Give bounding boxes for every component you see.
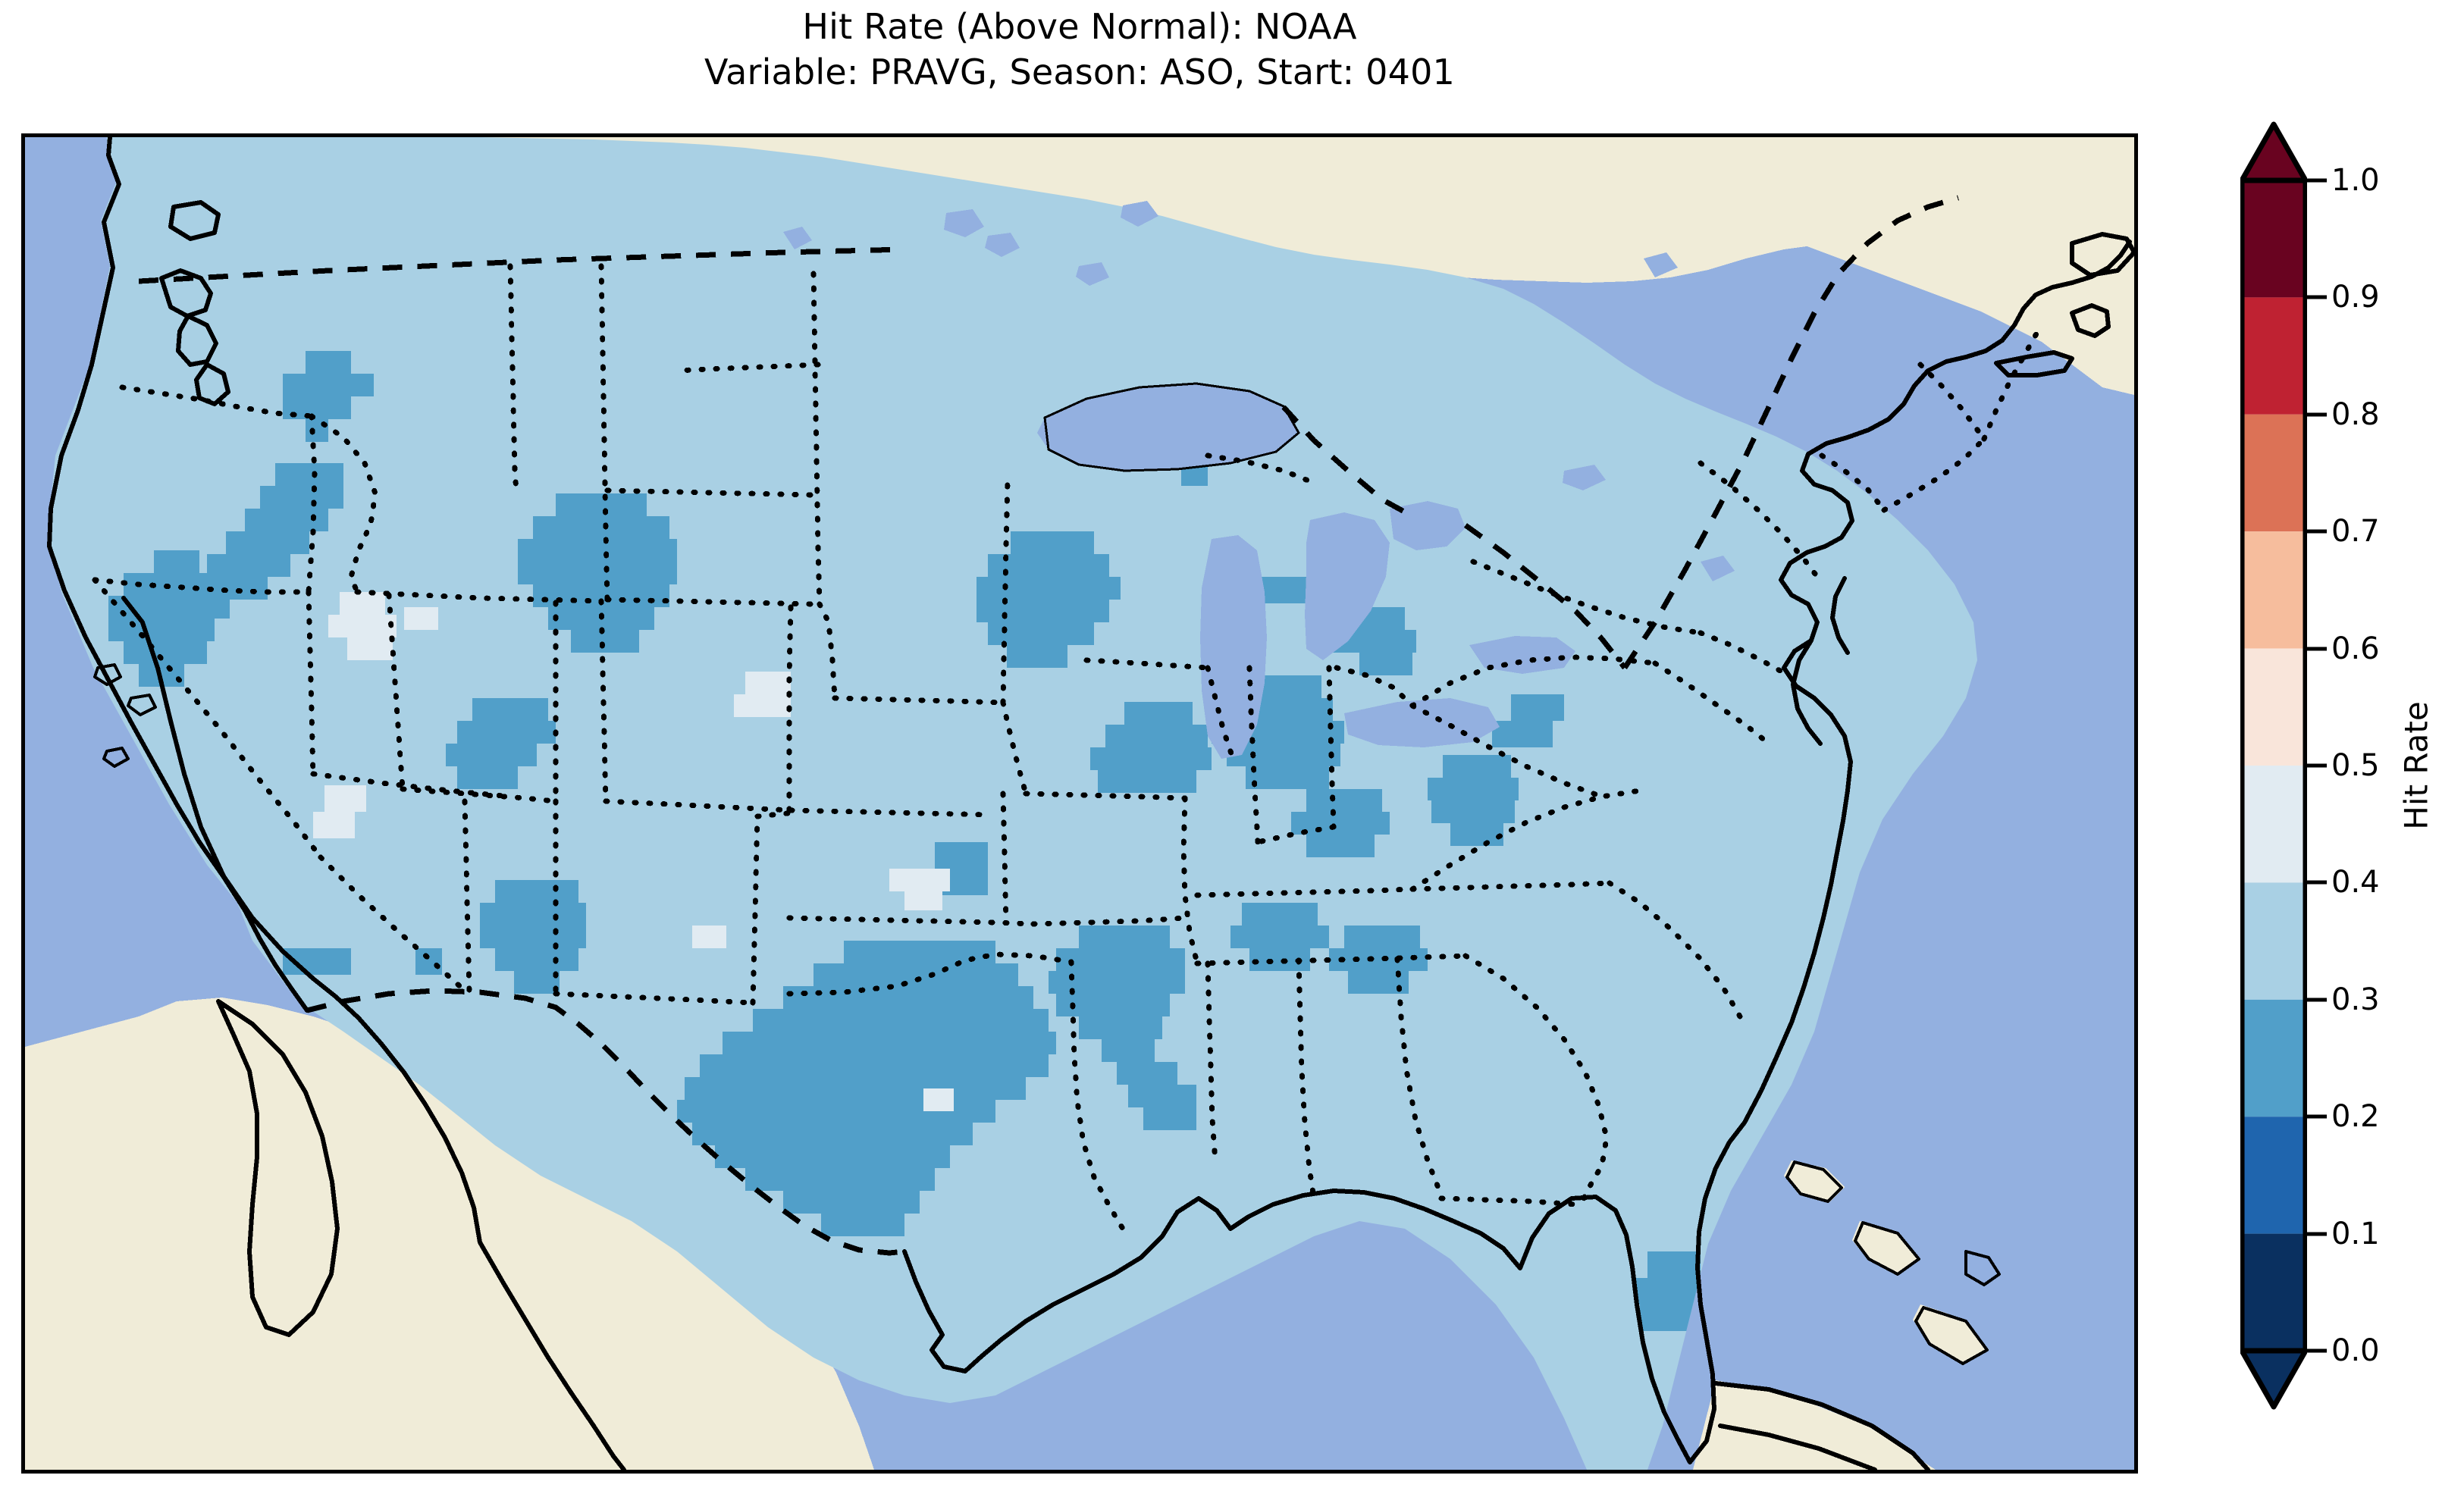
colorbar-tick-label: 0.6 [2331, 631, 2380, 666]
colorbar-tick-label: 0.2 [2331, 1099, 2380, 1134]
colorbar-tick-mark [2307, 1232, 2327, 1236]
colorbar-tick-mark [2307, 295, 2327, 299]
colorbar-gradient [2240, 121, 2307, 1410]
title-line-1: Hit Rate (Above Normal): NOAA [802, 6, 1357, 47]
chart-title: Hit Rate (Above Normal): NOAA Variable: … [0, 5, 2159, 96]
map-panel[interactable] [21, 133, 2138, 1474]
colorbar-tick-label: 0.5 [2331, 748, 2380, 783]
colorbar-tick-label: 1.0 [2331, 163, 2380, 198]
colorbar-tick-mark [2307, 1114, 2327, 1119]
colorbar-tick-label: 0.1 [2331, 1217, 2380, 1251]
colorbar-tick-mark [2307, 880, 2327, 885]
colorbar-tick-label: 0.8 [2331, 397, 2380, 432]
colorbar-tick-label: 0.0 [2331, 1333, 2380, 1368]
colorbar-tick-mark [2307, 1348, 2327, 1353]
colorbar-tick-label: 0.4 [2331, 865, 2380, 900]
colorbar-tick-label: 0.9 [2331, 280, 2380, 315]
colorbar-axis-label: Hit Rate [2397, 701, 2435, 830]
colorbar-tick-mark [2307, 647, 2327, 651]
colorbar-tick-label: 0.3 [2331, 982, 2380, 1017]
title-line-2: Variable: PRAVG, Season: ASO, Start: 040… [704, 51, 1456, 92]
colorbar-tick-mark [2307, 178, 2327, 183]
colorbar-tick-mark [2307, 412, 2327, 417]
colorbar-tick-mark [2307, 763, 2327, 768]
colorbar-tick-mark [2307, 529, 2327, 534]
colorbar-tick-label: 0.7 [2331, 514, 2380, 549]
map-canvas [25, 137, 2134, 1470]
colorbar-tick-mark [2307, 998, 2327, 1002]
colorbar[interactable]: 1.0 0.9 0.8 0.7 0.6 0.5 0.4 0.3 0.2 0.1 … [2240, 121, 2460, 1410]
